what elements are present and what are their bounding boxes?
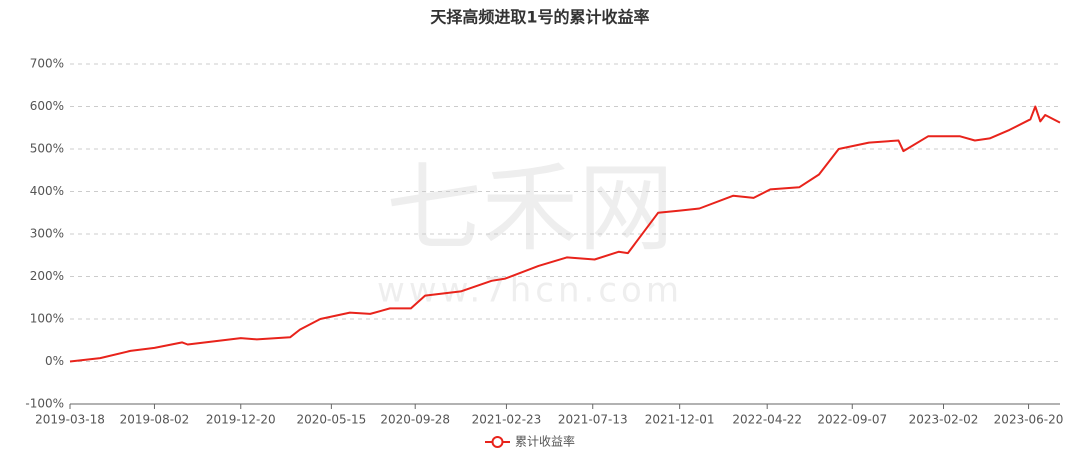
x-tick-label: 2021-12-01 [645, 413, 715, 427]
x-tick-label: 2021-07-13 [558, 413, 628, 427]
y-tick-label: -100% [25, 397, 64, 411]
y-tick-label: 100% [30, 312, 64, 326]
y-tick-label: 600% [30, 99, 64, 113]
x-tick-label: 2022-04-22 [732, 413, 802, 427]
y-tick-label: 0% [45, 354, 64, 368]
x-tick-label: 2022-09-07 [817, 413, 887, 427]
x-tick-label: 2023-06-20 [994, 413, 1064, 427]
x-tick-label: 2019-03-18 [35, 413, 105, 427]
y-tick-label: 200% [30, 269, 64, 283]
legend-marker [491, 436, 504, 448]
y-tick-label: 500% [30, 142, 64, 156]
x-tick-label: 2020-05-15 [296, 413, 366, 427]
x-tick-label: 2020-09-28 [380, 413, 450, 427]
x-tick-label: 2019-08-02 [120, 413, 190, 427]
x-tick-label: 2023-02-02 [909, 413, 979, 427]
watermark: www.7hcn.com [377, 271, 683, 311]
line [69, 105, 1061, 363]
y-tick-label: 700% [30, 57, 64, 71]
y-tick-label: 300% [30, 227, 64, 241]
watermark: 七禾网 [386, 152, 674, 264]
y-tick-label: 400% [30, 184, 64, 198]
x-tick-label: 2021-02-23 [472, 413, 542, 427]
x-tick-label: 2019-12-20 [206, 413, 276, 427]
chart-title: 天择高频进取1号的累计收益率 [430, 8, 649, 27]
legend-label: 累计收益率 [515, 434, 575, 449]
